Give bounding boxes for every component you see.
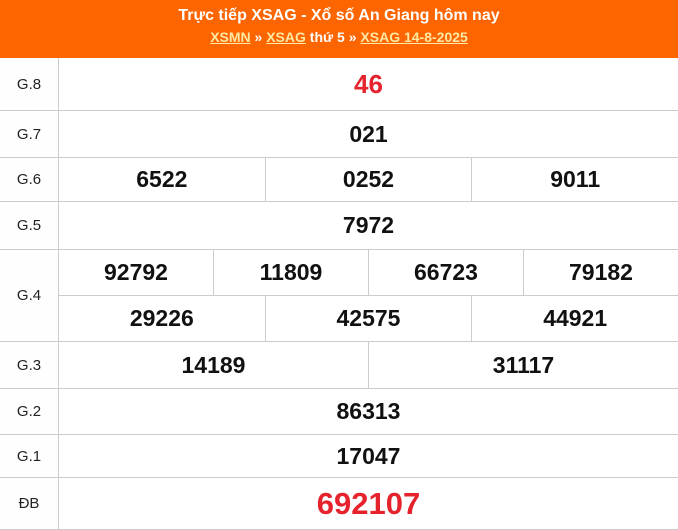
prize-label-db: ĐB bbox=[0, 478, 59, 529]
prize-number-g4-6: 42575 bbox=[264, 296, 472, 341]
prize-number-g4-3: 66723 bbox=[368, 250, 523, 295]
prize-label-g3: G.3 bbox=[0, 342, 59, 388]
prize-label-g4: G.4 bbox=[0, 250, 59, 341]
prize-number-g6-2: 0252 bbox=[264, 158, 472, 201]
prize-number-db: 692107 bbox=[316, 485, 421, 521]
breadcrumb-separator: » bbox=[348, 29, 357, 45]
prize-row-g7: G.7 021 bbox=[0, 111, 678, 158]
prize-row-g4: G.4 92792 11809 66723 79182 29226 42575 … bbox=[0, 250, 678, 342]
prize-number-g7: 021 bbox=[349, 120, 388, 147]
prize-number-g4-7: 44921 bbox=[471, 296, 678, 341]
prize-number-g6-3: 9011 bbox=[471, 158, 678, 201]
prize-row-g1: G.1 17047 bbox=[0, 435, 678, 478]
prize-row-g6: G.6 6522 0252 9011 bbox=[0, 158, 678, 202]
prize-number-g5: 7972 bbox=[342, 212, 395, 238]
prize-label-g7: G.7 bbox=[0, 111, 59, 157]
prize-label-g1: G.1 bbox=[0, 435, 59, 477]
prize-row-g3: G.3 14189 31117 bbox=[0, 342, 678, 389]
prize-number-g1: 17047 bbox=[336, 442, 401, 469]
results-table: G.8 46 G.7 021 G.6 6522 0252 9011 G.5 79… bbox=[0, 58, 678, 530]
prize-number-g4-1: 92792 bbox=[104, 259, 168, 285]
prize-number-g3-1: 14189 bbox=[181, 351, 246, 378]
prize-number-g4-2: 11809 bbox=[213, 250, 368, 295]
breadcrumb: XSMN » XSAG thứ 5 » XSAG 14-8-2025 bbox=[0, 28, 678, 46]
prize-label-g8: G.8 bbox=[0, 58, 59, 110]
breadcrumb-link-xsmn[interactable]: XSMN bbox=[210, 29, 251, 45]
prize-number-g3-2: 31117 bbox=[368, 342, 678, 388]
prize-row-g2: G.2 86313 bbox=[0, 389, 678, 435]
prize-row-g8: G.8 46 bbox=[0, 58, 678, 111]
breadcrumb-link-date[interactable]: XSAG 14-8-2025 bbox=[360, 29, 468, 45]
prize-label-g6: G.6 bbox=[0, 158, 59, 201]
page-header: Trực tiếp XSAG - Xổ số An Giang hôm nay … bbox=[0, 0, 678, 58]
breadcrumb-link-xsag[interactable]: XSAG bbox=[266, 29, 306, 45]
prize-row-db: ĐB 692107 bbox=[0, 478, 678, 530]
prize-row-g5: G.5 7972 bbox=[0, 202, 678, 250]
prize-number-g2: 86313 bbox=[336, 398, 401, 424]
prize-number-g4-4: 79182 bbox=[523, 250, 678, 295]
page-title: Trực tiếp XSAG - Xổ số An Giang hôm nay bbox=[178, 7, 500, 24]
prize-number-g6-1: 6522 bbox=[136, 166, 188, 192]
breadcrumb-weekday: thứ 5 bbox=[309, 29, 345, 45]
prize-label-g2: G.2 bbox=[0, 389, 59, 434]
prize-label-g5: G.5 bbox=[0, 202, 59, 249]
prize-number-g8: 46 bbox=[354, 68, 383, 99]
breadcrumb-separator: » bbox=[254, 29, 263, 45]
prize-number-g4-5: 29226 bbox=[129, 305, 194, 331]
